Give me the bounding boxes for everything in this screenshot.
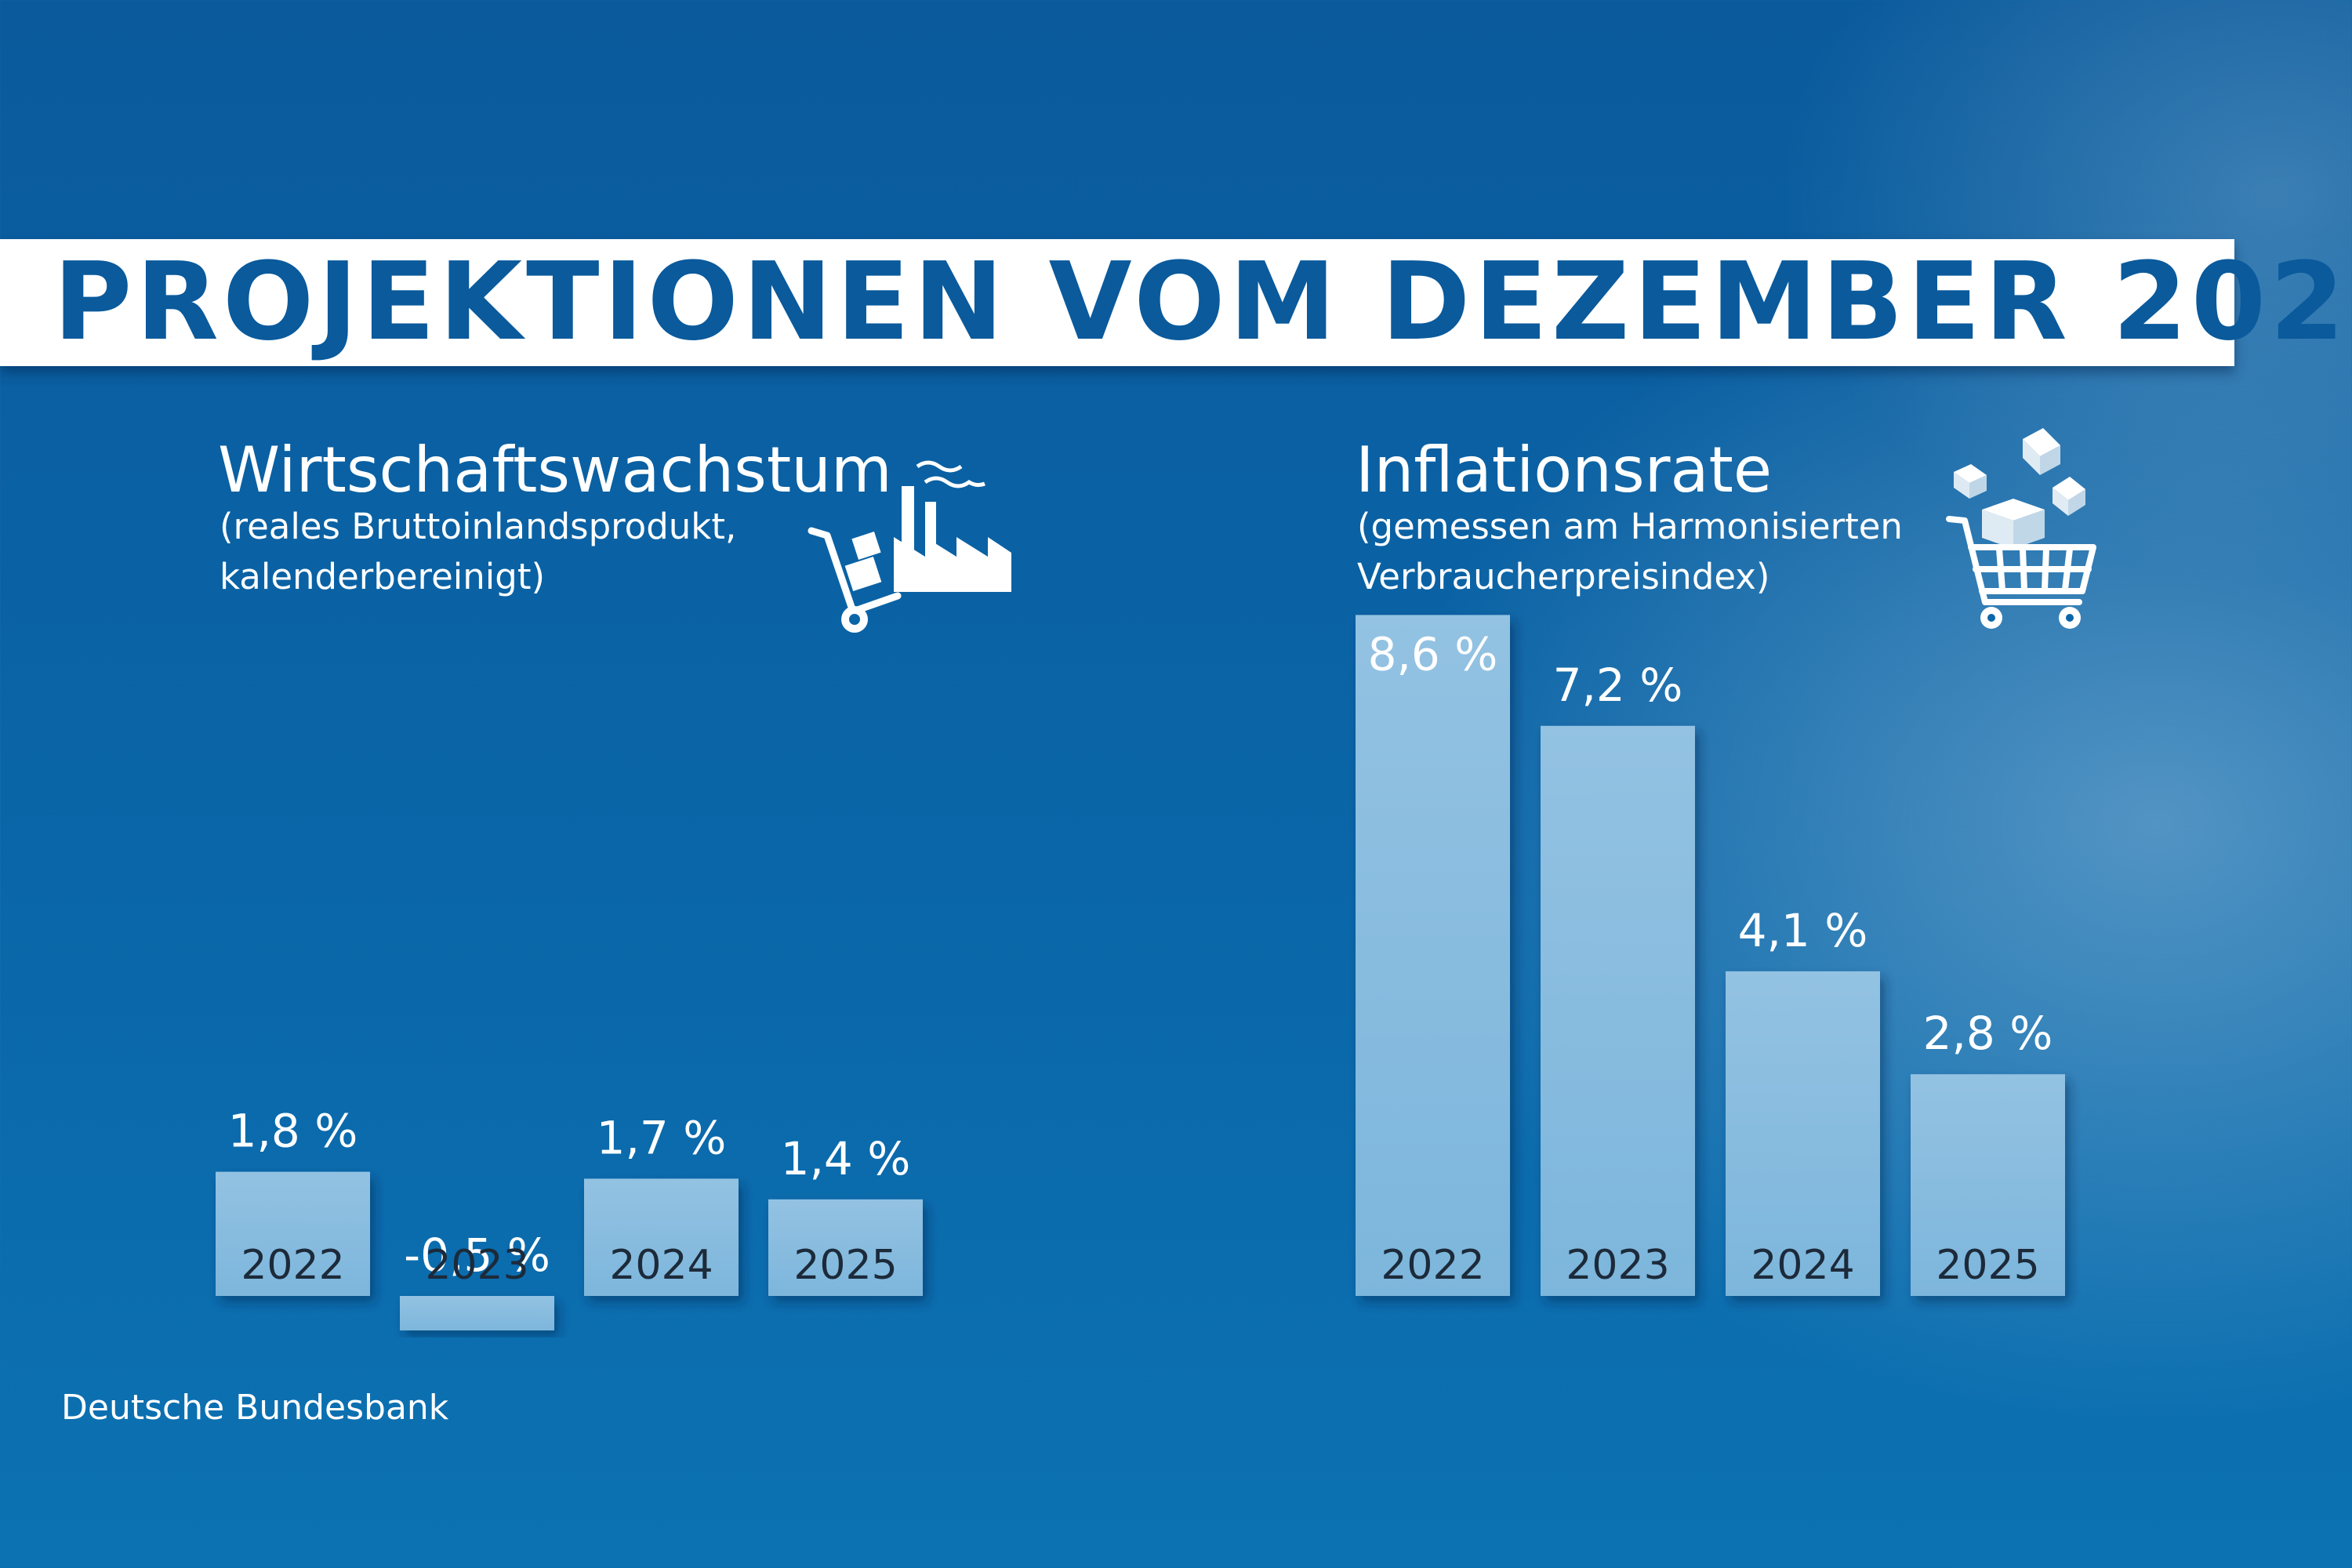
bar-2023: [1541, 725, 1695, 1296]
value-label-2023: 7,2 %: [1553, 659, 1683, 712]
shopping-cart-with-boxes-icon: [1946, 428, 2096, 629]
category-label-2023: 2023: [425, 1242, 528, 1289]
category-label-2024: 2024: [609, 1242, 713, 1289]
growth-bar-chart: 1,8 % 2022 -0,5 %2023 1,7 % 2024 1,4 % 2025: [216, 1105, 923, 1330]
value-label-2024: 4,1 %: [1738, 904, 1868, 957]
category-label-2022: 2022: [1381, 1242, 1484, 1289]
inflation-title: Inflationsrate: [1356, 434, 1773, 506]
title-banner: PROJEKTIONEN VOM DEZEMBER 2022: [0, 239, 2352, 366]
bar-2024: [584, 1178, 739, 1296]
inflation-bar-chart: 8,6 % 2022 7,2 % 2023 4,1 % 2024 2,8 % 2025: [1356, 615, 2065, 1296]
value-label-2025: 1,4 %: [781, 1132, 911, 1185]
category-label-2025: 2025: [1936, 1242, 2039, 1289]
value-label-2022: 1,8 %: [228, 1105, 358, 1158]
source-label: Deutsche Bundesbank: [61, 1388, 449, 1428]
inflation-subtitle-line2: Verbraucherpreisindex): [1357, 556, 1770, 597]
page-title: PROJEKTIONEN VOM DEZEMBER 2022: [53, 240, 2352, 365]
bar-2022: [216, 1171, 370, 1296]
bar-2023: [400, 1296, 554, 1330]
category-label-2024: 2024: [1751, 1242, 1854, 1289]
bar-2025: [1911, 1074, 2065, 1296]
value-label-2024: 1,7 %: [597, 1111, 727, 1164]
value-label-2023: -0,5 %: [404, 1229, 550, 1282]
bar-2025: [768, 1199, 923, 1296]
bar-2022: [1356, 615, 1510, 1296]
category-label-2023: 2023: [1566, 1242, 1669, 1289]
inflation-subtitle-line1: (gemessen am Harmonisierten: [1357, 506, 1903, 547]
growth-subtitle-line1: (reales Bruttoinlandsprodukt,: [220, 506, 737, 547]
growth-title: Wirtschaftswachstum: [218, 434, 892, 506]
category-label-2025: 2025: [793, 1242, 897, 1289]
bar-2024: [1726, 971, 1880, 1296]
value-label-2025: 2,8 %: [1923, 1007, 2053, 1060]
value-label-2022: 8,6 %: [1368, 627, 1498, 681]
category-label-2022: 2022: [241, 1242, 344, 1289]
growth-subtitle-line2: kalenderbereinigt): [220, 556, 546, 597]
factory-with-hand-truck-icon: [808, 460, 1011, 633]
